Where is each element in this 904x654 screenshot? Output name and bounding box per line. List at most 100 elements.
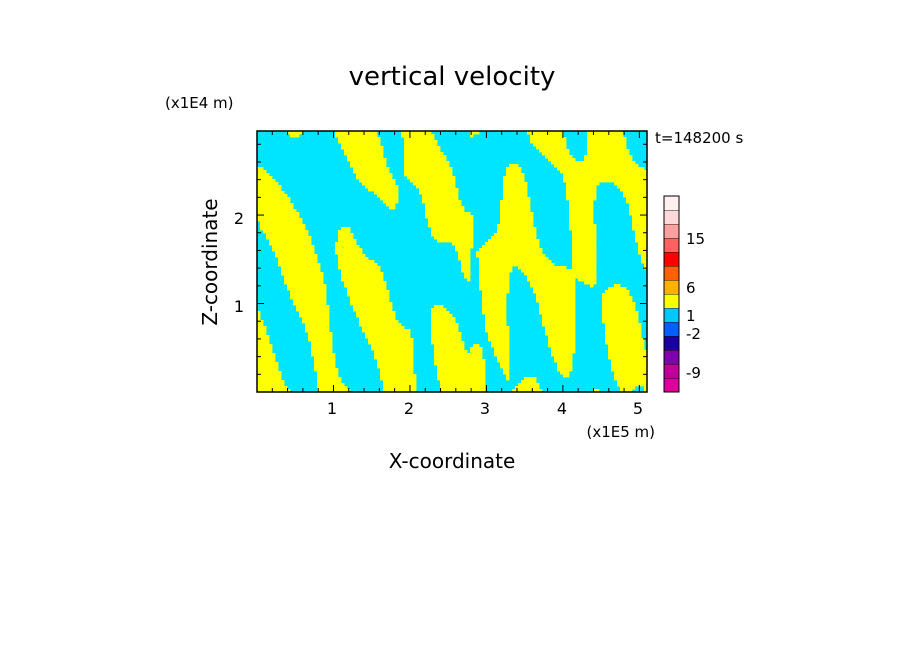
field-cell (380, 374, 417, 378)
field-cell (494, 353, 510, 357)
field-cell (479, 275, 510, 279)
field-cell (563, 179, 647, 183)
field-cell (530, 134, 564, 138)
field-cell (506, 377, 510, 381)
field-cell (488, 332, 510, 336)
field-cell (536, 296, 576, 300)
field-cell (401, 131, 432, 135)
field-cell (347, 155, 384, 159)
field-cell (587, 137, 627, 141)
field-cell (353, 305, 393, 309)
field-cell (434, 305, 444, 309)
field-cell (479, 284, 510, 288)
field-cell (419, 191, 459, 195)
field-cell (560, 170, 647, 174)
field-cell (257, 383, 285, 387)
field-cell (554, 359, 573, 363)
field-cell (338, 233, 354, 237)
field-cell (440, 389, 486, 392)
field-cell (539, 305, 576, 309)
field-cell (497, 356, 510, 360)
field-cell (500, 215, 534, 219)
field-cell (335, 248, 363, 252)
field-cell (644, 386, 647, 390)
field-cell (377, 365, 414, 369)
field-cell (413, 182, 456, 186)
colorbar-swatch (663, 209, 680, 225)
field-cell (257, 347, 273, 351)
colorbar-swatch (663, 335, 680, 351)
field-cell (434, 236, 474, 240)
field-cell (257, 191, 285, 195)
field-cell (548, 158, 576, 162)
field-cell (635, 239, 647, 243)
field-cell (485, 317, 507, 321)
field-cell (437, 371, 486, 375)
field-cell (533, 290, 576, 294)
field-cell (281, 272, 324, 276)
field-cell (284, 275, 324, 279)
field-cell (428, 221, 474, 225)
field-cell (437, 239, 474, 243)
field-cell (572, 266, 597, 270)
field-cell (587, 146, 627, 150)
field-cell (305, 323, 330, 327)
field-cell (257, 389, 291, 392)
field-cell (503, 194, 528, 198)
field-cell (257, 371, 282, 375)
field-cell (620, 188, 647, 192)
field-cell (365, 335, 411, 339)
colorbar-swatch (663, 349, 680, 365)
field-cell (317, 380, 342, 384)
field-cell (338, 254, 366, 258)
field-cell (311, 350, 333, 354)
field-cell (296, 305, 330, 309)
field-cell (602, 296, 633, 300)
field-cell (257, 179, 276, 183)
field-cell (566, 185, 597, 189)
field-cell (350, 302, 393, 306)
field-cell (503, 176, 525, 180)
field-cell (299, 314, 330, 318)
field-cell (611, 365, 647, 369)
field-cell (257, 332, 267, 336)
field-cell (536, 146, 567, 150)
field-cell (548, 335, 576, 339)
field-cell (479, 248, 543, 252)
field-cell (569, 200, 594, 204)
colorbar-swatch (663, 377, 680, 393)
chart-title: vertical velocity (349, 62, 556, 92)
field-cell (338, 260, 375, 264)
field-cell (557, 167, 645, 171)
field-cell (473, 344, 480, 348)
field-cell (620, 389, 633, 392)
field-cell (338, 239, 357, 243)
field-cell (275, 254, 318, 258)
field-cell (353, 170, 390, 174)
x-tick-label: 2 (404, 399, 414, 418)
field-cell (617, 185, 647, 189)
field-cell (551, 353, 573, 357)
field-cell (347, 290, 390, 294)
field-cell (458, 257, 471, 261)
field-cell (482, 302, 507, 306)
field-cell (542, 323, 576, 327)
field-cell (608, 350, 647, 354)
field-cell (287, 287, 327, 291)
field-cell (335, 242, 357, 246)
colorbar-swatch (663, 223, 680, 239)
field-cell (635, 236, 647, 240)
field-cell (548, 338, 576, 342)
field-cell (485, 329, 510, 333)
field-cell (479, 257, 549, 261)
field-cell (377, 359, 414, 363)
field-cell (554, 356, 573, 360)
field-cell (584, 281, 597, 285)
field-cell (587, 143, 627, 147)
field-cell (353, 308, 393, 312)
field-cell (380, 197, 399, 201)
field-cell (488, 239, 540, 243)
field-cell (374, 191, 399, 195)
field-cell (260, 221, 303, 225)
field-cell (437, 368, 486, 372)
